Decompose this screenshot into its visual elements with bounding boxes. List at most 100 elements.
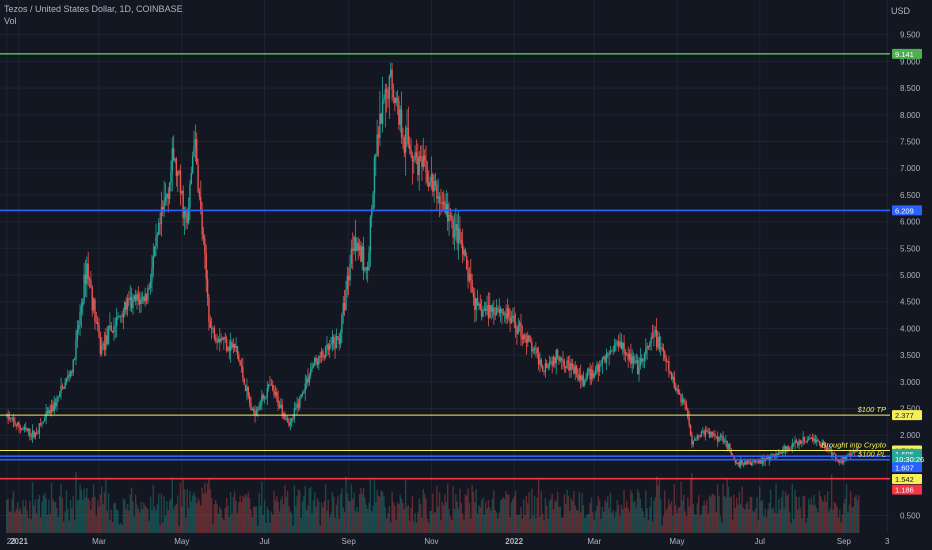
candle-body	[734, 460, 737, 464]
volume-bar	[132, 501, 134, 533]
candle-body	[787, 446, 789, 450]
volume-bar	[476, 513, 479, 533]
candle-body	[584, 381, 586, 386]
candle-body	[34, 432, 36, 438]
volume-bar	[292, 525, 294, 533]
candle-body	[712, 434, 715, 436]
volume-bar	[65, 490, 68, 533]
volume-bar	[373, 480, 376, 533]
volume-bar	[94, 496, 96, 533]
volume-bar	[269, 522, 271, 533]
volume-bar	[702, 505, 704, 533]
candle-body	[761, 458, 764, 464]
candle-body	[312, 364, 315, 367]
volume-bar	[247, 492, 249, 533]
candle-body	[687, 409, 689, 418]
volume-bar	[662, 516, 665, 533]
candle-body	[653, 332, 655, 338]
candle-body	[799, 440, 802, 444]
horizontal-levels[interactable]	[0, 53, 890, 480]
volume-bar	[354, 511, 357, 533]
volume-bar	[6, 499, 8, 533]
volume-bar	[160, 493, 163, 533]
volume-bar	[612, 510, 614, 533]
candle-body	[29, 428, 31, 436]
volume-bar	[613, 516, 616, 533]
volume-bar	[615, 511, 617, 533]
candle-body	[394, 97, 396, 104]
volume-bar	[558, 507, 560, 533]
candle-body	[273, 389, 275, 396]
candle-body	[608, 354, 610, 355]
volume-bar	[69, 499, 72, 533]
volume-bar	[764, 508, 766, 533]
volume-bar	[343, 512, 346, 533]
volume-bar	[29, 501, 31, 533]
candle-body	[208, 297, 210, 322]
volume-bar	[687, 497, 689, 533]
volume-bar	[84, 497, 87, 533]
volume-bar	[778, 499, 780, 533]
candle-body	[677, 388, 680, 393]
candle-body	[375, 154, 377, 158]
volume-bar	[139, 512, 141, 533]
candle-body	[748, 460, 750, 462]
volume-bar	[257, 526, 259, 533]
candle-body	[246, 386, 248, 391]
candle-body	[26, 429, 28, 432]
volume-bar	[638, 492, 640, 533]
candle-body	[293, 408, 296, 419]
candle-body	[600, 363, 602, 366]
candle-body	[182, 190, 184, 219]
volume-bar	[341, 488, 343, 533]
candle-body	[498, 309, 500, 314]
volume-bar	[658, 479, 661, 533]
candle-body	[657, 336, 659, 348]
volume-bar	[563, 494, 566, 533]
candle-body	[358, 245, 361, 251]
candle-body	[832, 452, 834, 457]
candle-body	[609, 351, 612, 355]
volume-bar	[419, 503, 422, 533]
candle-body	[243, 378, 245, 385]
volume-bar	[611, 512, 613, 533]
candle-body	[795, 440, 798, 443]
volume-bar	[782, 490, 784, 533]
candle-body	[803, 437, 806, 442]
volume-bar	[87, 498, 89, 533]
volume-bar	[634, 500, 636, 533]
candle-body	[475, 298, 477, 311]
candle-body	[478, 303, 480, 306]
candle-body	[23, 427, 26, 430]
volume-bar	[737, 504, 739, 533]
volume-bar	[750, 496, 753, 533]
candle-body	[10, 417, 12, 419]
volume-bar	[220, 509, 222, 533]
candle-body	[622, 342, 624, 349]
candle-body	[11, 417, 13, 419]
volume-bar	[509, 517, 511, 533]
volume-bar	[303, 496, 305, 533]
candle-body	[522, 334, 525, 340]
volume-bar	[221, 517, 224, 533]
candle-body	[426, 172, 429, 183]
volume-bar	[685, 516, 688, 533]
volume-bar	[356, 506, 358, 533]
volume-bar	[244, 494, 247, 533]
volume-bar	[711, 493, 713, 533]
volume-bar	[400, 498, 403, 533]
candle-body	[791, 443, 794, 450]
candle-body	[752, 460, 754, 463]
volume-bar	[16, 502, 19, 533]
candle-body	[767, 456, 769, 460]
candle-body	[685, 404, 688, 410]
volume-bar	[178, 525, 180, 533]
candle-body	[326, 344, 328, 348]
volume-bar	[368, 502, 370, 533]
price-tick-label: 6.500	[900, 191, 921, 200]
candle-body	[467, 269, 469, 281]
volume-bar	[259, 505, 262, 533]
volume-bar	[666, 507, 669, 533]
